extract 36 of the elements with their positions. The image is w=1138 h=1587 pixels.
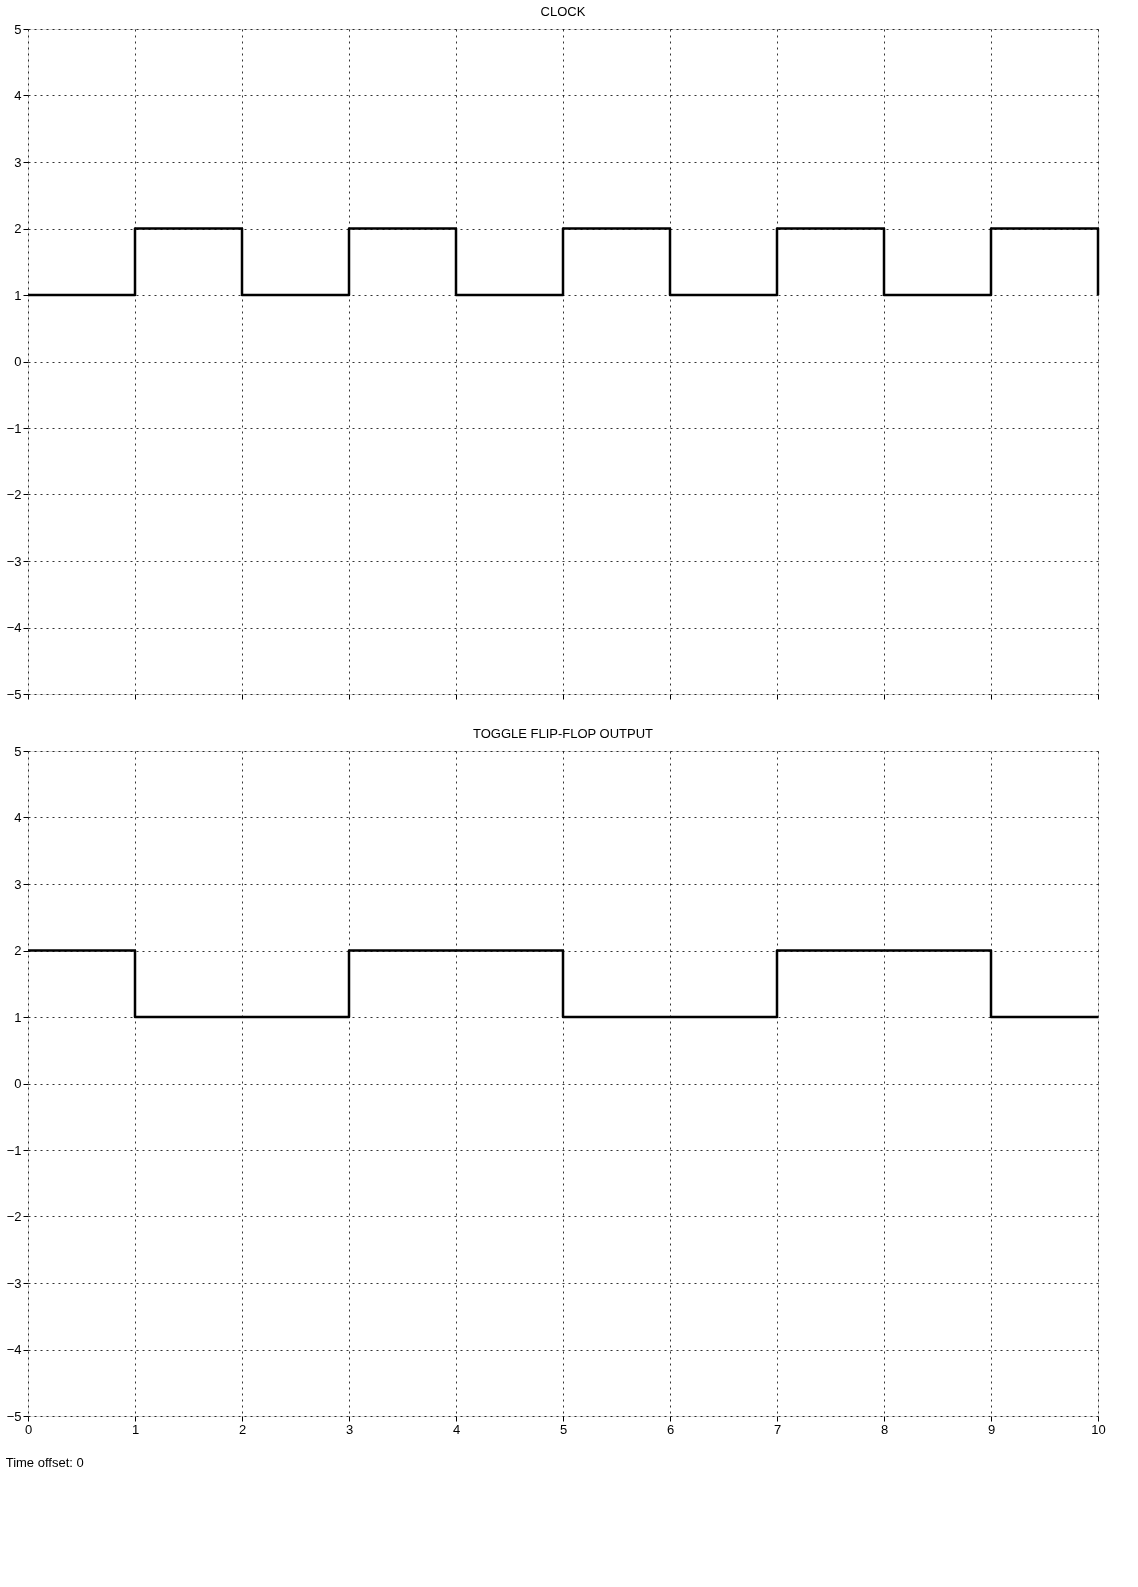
- text: Time offset: 0: [5, 1454, 84, 1470]
- x-tick-label: 3: [345, 1421, 354, 1437]
- y-tick-label: 5: [14, 21, 22, 37]
- x-tick-label: 10: [1091, 1421, 1106, 1437]
- y-tick-label: 5: [14, 743, 22, 759]
- y-tick-label: 3: [14, 876, 22, 892]
- y-tick-label: −3: [6, 553, 22, 569]
- chart-title: TOGGLE FLIP-FLOP OUTPUT: [472, 726, 654, 741]
- y-tick-label: 3: [14, 154, 22, 170]
- y-tick-label: 1: [14, 1009, 22, 1025]
- x-tick-label: 0: [24, 1421, 33, 1437]
- y-tick-label: −2: [6, 487, 22, 502]
- y-tick-label: −1: [6, 420, 22, 436]
- x-tick-label: 9: [987, 1421, 996, 1437]
- x-tick-label: 1: [131, 1421, 140, 1437]
- x-tick-label: 5: [559, 1421, 568, 1437]
- y-tick-label: −4: [6, 1342, 22, 1357]
- x-tick-label: 4: [452, 1421, 461, 1437]
- y-tick-label: −5: [6, 1408, 22, 1424]
- x-tick-label: 8: [880, 1421, 889, 1437]
- x-tick-label: 6: [666, 1421, 675, 1437]
- y-tick-label: 2: [14, 943, 22, 958]
- y-tick-label: 4: [14, 810, 22, 825]
- x-tick-label: 7: [773, 1421, 782, 1437]
- y-tick-label: −3: [6, 1275, 22, 1291]
- y-tick-label: −5: [6, 686, 22, 702]
- y-tick-label: 1: [14, 287, 22, 303]
- y-tick-label: −2: [6, 1209, 22, 1224]
- chart-title: CLOCK: [540, 4, 586, 19]
- y-tick-label: −4: [6, 620, 22, 635]
- y-tick-label: 2: [14, 221, 22, 236]
- y-tick-label: 0: [14, 1076, 22, 1091]
- y-tick-label: 4: [14, 88, 22, 103]
- y-tick-label: −1: [6, 1142, 22, 1158]
- y-tick-label: 0: [14, 354, 22, 369]
- x-tick-label: 2: [238, 1421, 247, 1437]
